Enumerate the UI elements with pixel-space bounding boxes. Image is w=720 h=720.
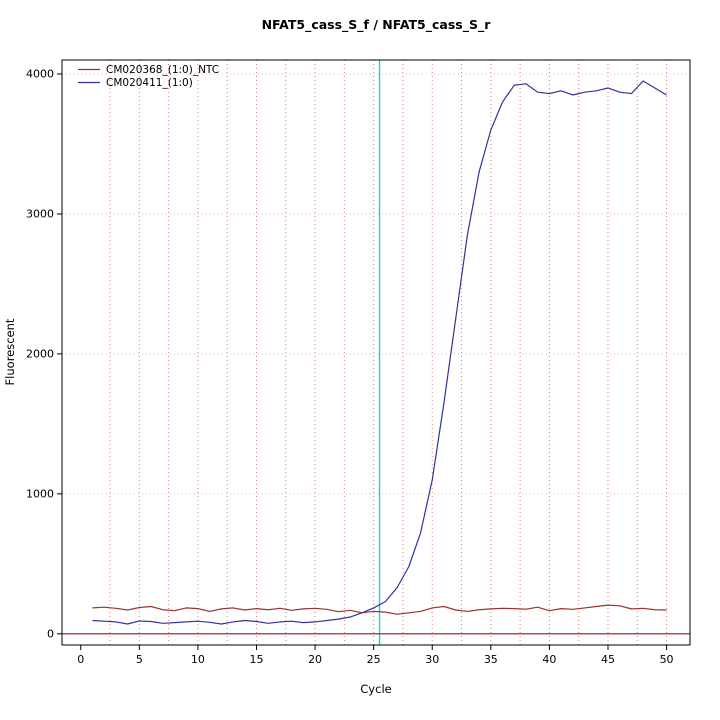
x-tick-label: 45 xyxy=(601,653,615,666)
x-tick-label: 20 xyxy=(308,653,322,666)
x-tick-label: 25 xyxy=(367,653,381,666)
grid-lines xyxy=(62,60,690,645)
x-tick-label: 35 xyxy=(484,653,498,666)
chart-title: NFAT5_cass_S_f / NFAT5_cass_S_r xyxy=(262,17,492,33)
x-tick-label: 10 xyxy=(191,653,205,666)
marker-lines xyxy=(62,60,690,645)
data-series xyxy=(92,80,667,625)
series-line-0 xyxy=(92,604,667,615)
y-tick-label: 3000 xyxy=(26,207,54,220)
y-tick-label: 2000 xyxy=(26,347,54,360)
x-axis-label: Cycle xyxy=(360,682,391,696)
axes: 0 5 10 15 20 25 30 35 40 45 50 0 1000 2000 3000 4000 xyxy=(26,59,691,666)
y-axis-label: Fluorescent xyxy=(3,318,17,385)
series-line-1 xyxy=(92,80,667,625)
x-tick-label: 15 xyxy=(249,653,263,666)
legend-label-sample-0: CM020368_(1:0)_NTC xyxy=(106,64,219,76)
plot-border xyxy=(61,59,691,646)
x-tick-label: 30 xyxy=(425,653,439,666)
x-tick-label: 5 xyxy=(136,653,143,666)
x-tick-label: 50 xyxy=(660,653,674,666)
y-tick-label: 4000 xyxy=(26,67,54,80)
legend-label-sample-1: CM020411_(1:0) xyxy=(106,77,193,89)
x-tick-label: 40 xyxy=(542,653,556,666)
y-tick-label: 0 xyxy=(47,627,54,640)
y-tick-label: 1000 xyxy=(26,487,54,500)
x-tick-label: 0 xyxy=(77,653,84,666)
